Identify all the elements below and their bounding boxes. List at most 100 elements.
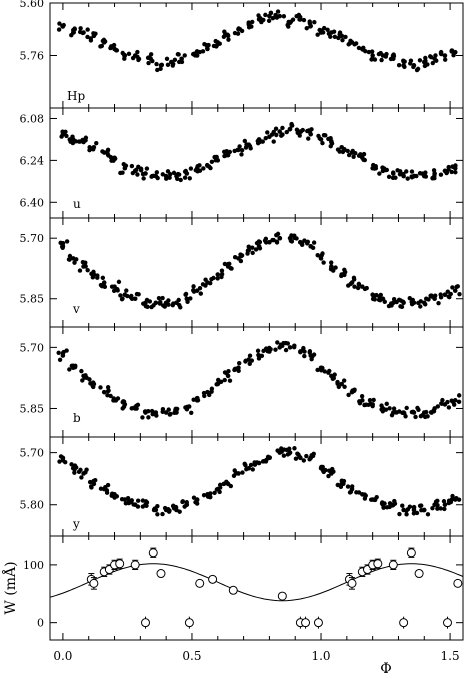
data-point-jitter — [411, 511, 417, 516]
data-point-jitter — [187, 404, 192, 409]
data-point-jitter — [236, 368, 241, 374]
data-point-jitter — [135, 49, 140, 55]
data-point-jitter — [245, 251, 250, 256]
y-tick-label-3-0: 5.70 — [20, 341, 45, 354]
data-point-jitter — [195, 164, 200, 169]
data-point — [287, 345, 293, 350]
data-point-jitter — [102, 39, 108, 44]
data-point-jitter — [130, 55, 136, 61]
data-point-jitter — [60, 240, 66, 246]
data-point-jitter — [442, 53, 448, 59]
data-point-jitter — [356, 153, 362, 158]
data-point-jitter — [370, 56, 375, 62]
data-point-jitter — [438, 49, 444, 55]
data-point-jitter — [379, 501, 385, 506]
data-point-jitter — [109, 284, 115, 289]
panel-frame-2 — [49, 217, 464, 328]
data-point-jitter — [164, 56, 170, 61]
data-point-jitter — [384, 401, 389, 407]
data-point-jitter — [108, 393, 113, 399]
data-point-jitter — [275, 9, 281, 14]
y-tick-label-5-1: 100 — [23, 559, 44, 572]
data-point-jitter — [111, 288, 117, 294]
data-point-jitter — [239, 148, 245, 153]
data-point-jitter — [422, 414, 428, 420]
data-point-jitter — [158, 66, 163, 72]
data-point-jitter — [402, 411, 407, 416]
data-point-jitter — [213, 158, 218, 163]
data-point-jitter — [387, 504, 392, 510]
data-point-jitter — [172, 57, 178, 63]
data-point-jitter — [83, 470, 88, 475]
data-point-jitter — [253, 247, 259, 252]
data-point-jitter — [450, 285, 455, 290]
data-point-jitter — [376, 297, 382, 303]
data-point-jitter — [436, 301, 441, 306]
data-point-jitter — [391, 53, 397, 59]
data-point-jitter — [228, 483, 234, 489]
data-point-jitter — [256, 352, 261, 358]
data-point-jitter — [417, 171, 423, 176]
data-point-jitter — [89, 271, 94, 276]
data-point-jitter — [389, 412, 395, 418]
data-point — [370, 53, 375, 58]
data-point-jitter — [372, 497, 378, 502]
data-point-jitter — [429, 294, 435, 299]
y-tick-label-4-1: 5.80 — [20, 499, 45, 512]
data-point-jitter — [78, 26, 83, 31]
data-point-jitter — [115, 396, 121, 401]
data-point-jitter — [391, 170, 396, 175]
data-point-jitter — [219, 274, 224, 280]
data-point-jitter — [316, 133, 321, 139]
data-point-jitter — [444, 170, 449, 176]
data-point-jitter — [301, 458, 306, 463]
data-point-jitter — [351, 275, 357, 281]
data-point-jitter — [326, 370, 331, 375]
data-point-jitter — [178, 177, 183, 183]
data-point-jitter — [105, 385, 111, 390]
data-point-jitter — [150, 58, 155, 64]
data-point-jitter — [197, 168, 203, 173]
y-tick-label-2-0: 5.70 — [20, 232, 45, 245]
data-point-jitter — [237, 144, 242, 149]
data-point-jitter — [351, 154, 356, 159]
data-point-jitter — [156, 295, 162, 301]
data-point-jitter — [379, 57, 384, 63]
data-point-jitter — [91, 147, 96, 152]
data-point-jitter — [140, 171, 146, 177]
data-point-jitter — [247, 353, 253, 358]
data-point-jitter — [188, 166, 194, 171]
data-point-jitter — [178, 305, 183, 310]
data-point-jitter — [367, 397, 373, 403]
data-point-jitter — [207, 392, 212, 398]
data-point-jitter — [215, 276, 220, 281]
data-point-jitter — [448, 291, 453, 297]
x-tick-label-3: 1.5 — [441, 649, 460, 663]
data-point-jitter — [457, 291, 462, 297]
data-point-jitter — [320, 30, 326, 35]
data-point-jitter — [348, 38, 353, 44]
data-point-jitter — [175, 176, 180, 181]
y-tick-label-1-0: 6.08 — [20, 112, 45, 125]
data-point-jitter — [304, 241, 310, 246]
data-point-jitter — [154, 413, 159, 418]
data-point-jitter — [263, 135, 268, 141]
data-point-jitter — [154, 61, 159, 67]
data-point-jitter — [435, 506, 440, 511]
data-point-jitter — [453, 170, 458, 175]
data-point-jitter — [275, 231, 281, 237]
data-point-jitter — [383, 54, 389, 59]
data-point-jitter — [257, 246, 263, 251]
panel-frame-4 — [49, 436, 464, 537]
data-point-jitter — [179, 59, 185, 65]
data-point-jitter — [429, 410, 434, 415]
data-point-jitter — [409, 301, 415, 307]
data-point-jitter — [422, 63, 428, 69]
data-point-jitter — [302, 353, 307, 359]
data-point-jitter — [95, 273, 100, 278]
data-point-jitter — [263, 240, 269, 245]
data-point-open — [373, 559, 383, 569]
data-point-jitter — [148, 52, 154, 57]
data-point-jitter — [319, 253, 324, 258]
data-point-jitter — [182, 175, 188, 180]
